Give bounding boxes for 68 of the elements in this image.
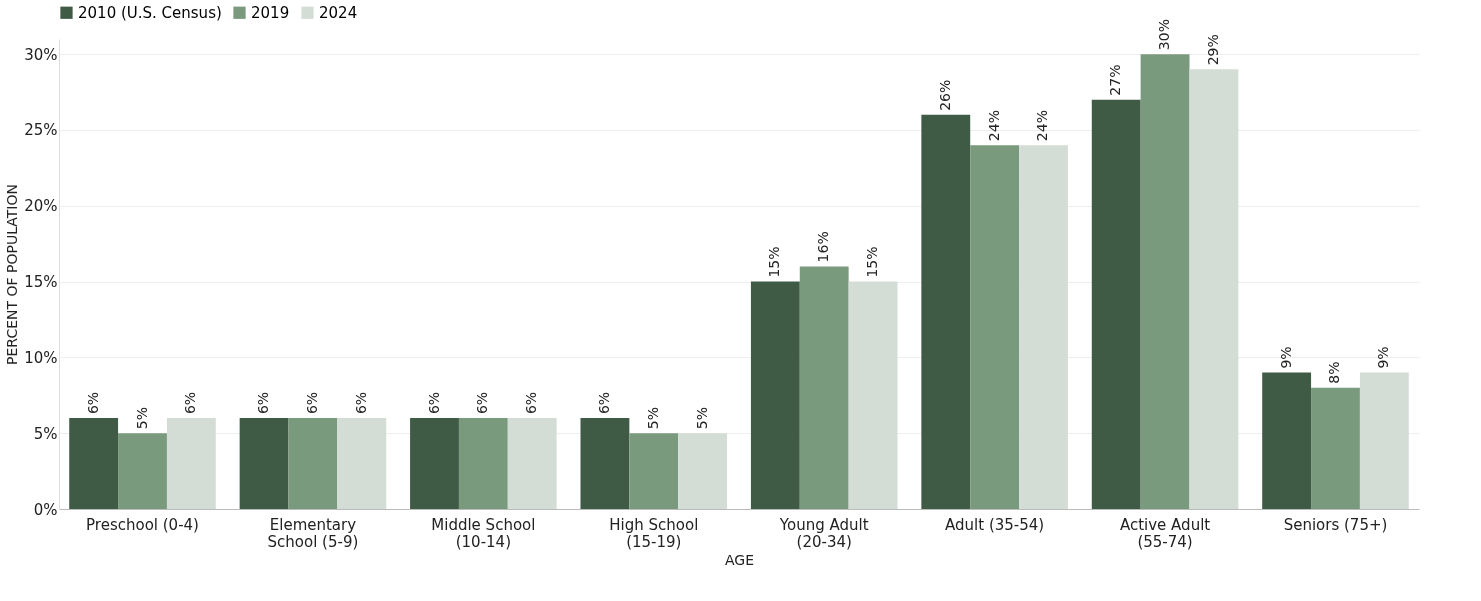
legend-label: 2024 [319, 3, 358, 22]
bar [970, 145, 1020, 509]
data-label: 5% [693, 406, 710, 430]
y-tick-label: 5% [33, 424, 58, 443]
bar [69, 418, 119, 509]
bar [239, 418, 289, 509]
data-label: 5% [644, 406, 661, 430]
data-label: 29% [1204, 34, 1221, 66]
data-label: 6% [425, 391, 442, 415]
data-label: 24% [1034, 110, 1051, 142]
x-tick-label: Adult (35-54) [945, 515, 1045, 534]
bar [1140, 54, 1190, 509]
bar [629, 433, 679, 509]
bar [458, 418, 508, 509]
bar [288, 418, 338, 509]
data-label: 6% [352, 391, 369, 415]
x-tick-label: Elementary School (5-9) [267, 515, 359, 551]
data-label: 9% [1375, 346, 1392, 369]
data-label: 6% [595, 391, 612, 415]
x-tick-label: Preschool (0-4) [86, 515, 199, 534]
data-label: 15% [864, 246, 881, 278]
y-tick-label: 30% [24, 45, 58, 64]
data-label: 27% [1107, 64, 1124, 96]
y-tick-label: 25% [24, 121, 58, 140]
bar [337, 418, 387, 509]
bar [507, 418, 557, 509]
bar [1359, 372, 1409, 509]
y-tick-label: 10% [24, 348, 58, 367]
data-label: 6% [182, 391, 199, 415]
data-label: 26% [936, 79, 953, 111]
legend-label: 2010 (U.S. Census) [78, 3, 222, 22]
data-label: 6% [84, 391, 101, 415]
x-tick-label: Middle School (10-14) [431, 515, 536, 551]
x-tick-label: Seniors (75+) [1283, 515, 1388, 534]
bar [921, 114, 971, 509]
x-tick-label: Young Adult (20-34) [778, 515, 869, 551]
data-label: 30% [1156, 19, 1173, 51]
bar [1091, 99, 1141, 509]
data-label: 6% [474, 391, 491, 415]
data-label: 6% [303, 391, 320, 415]
bar [678, 433, 728, 509]
bar [1019, 145, 1068, 509]
x-tick-label: High School (15-19) [609, 515, 699, 551]
data-label: 5% [133, 406, 150, 430]
bar [166, 418, 216, 509]
data-label: 24% [985, 110, 1002, 142]
data-label: 16% [815, 231, 832, 263]
bar [848, 281, 898, 509]
y-tick-label: 15% [24, 273, 58, 292]
data-label: 6% [255, 391, 272, 415]
bar [1189, 69, 1239, 509]
bar [1262, 372, 1312, 509]
data-label: 6% [523, 391, 540, 415]
data-label: 15% [766, 246, 783, 278]
data-label: 9% [1277, 346, 1294, 369]
bar [1311, 387, 1360, 509]
data-label: 8% [1326, 361, 1343, 384]
x-axis-title: AGE [724, 551, 755, 568]
bar [580, 418, 630, 509]
legend-label: 2019 [251, 3, 290, 22]
bar [410, 418, 459, 509]
bar [799, 266, 849, 509]
bar [118, 433, 167, 509]
bar [750, 281, 800, 509]
y-tick-label: 20% [24, 197, 58, 216]
x-tick-label: Active Adult (55-74) [1119, 515, 1211, 551]
y-tick-label: 0% [33, 500, 58, 519]
y-axis-title: PERCENT OF POPULATION [4, 184, 21, 365]
